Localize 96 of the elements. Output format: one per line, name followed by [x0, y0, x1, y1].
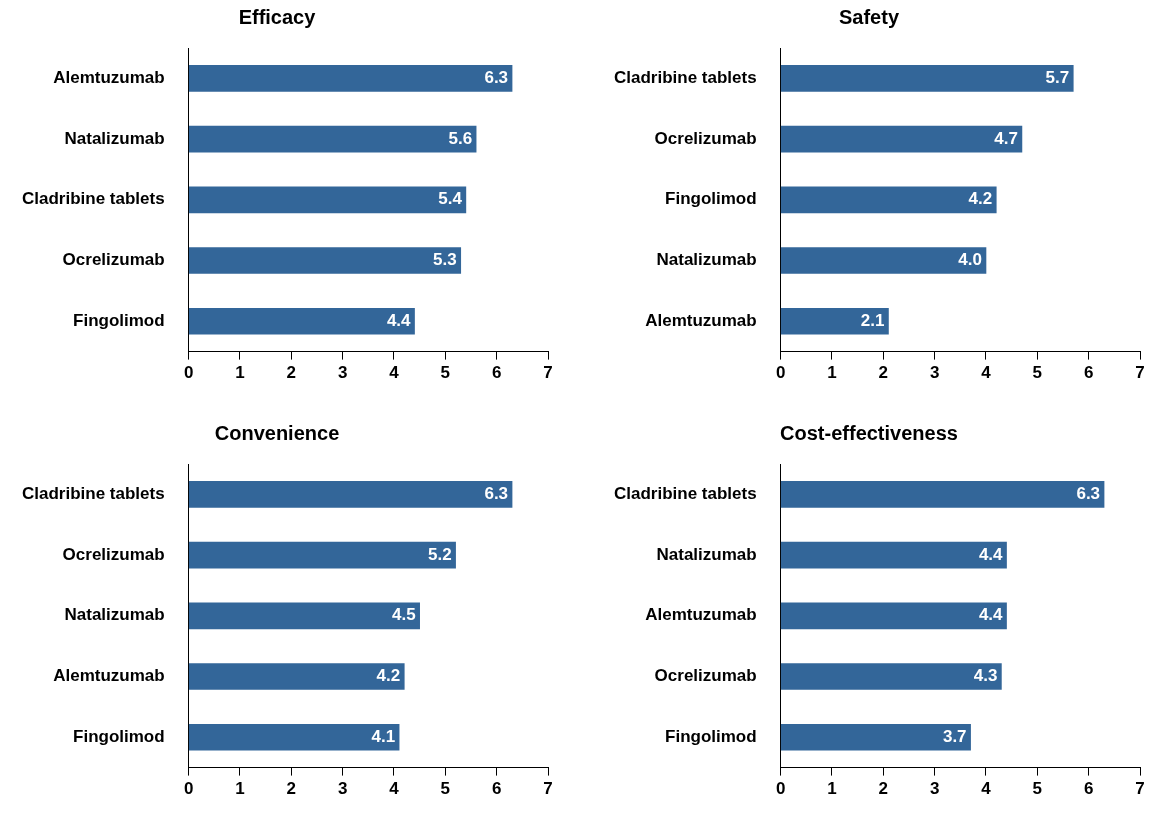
- bar: [188, 247, 462, 274]
- bar: [188, 186, 467, 214]
- data-label: 4.4: [386, 310, 412, 330]
- bar: [780, 186, 997, 214]
- data-label: 4.5: [392, 605, 416, 625]
- chart-title: Cost-effectiveness: [780, 421, 958, 444]
- x-tick-label: 2: [286, 363, 297, 383]
- bar: [780, 247, 987, 274]
- x-tick-label: 3: [337, 363, 348, 383]
- data-label: 4.2: [968, 189, 993, 209]
- y-tick-label: Ocrelizumab: [62, 544, 165, 564]
- data-label: 2.1: [860, 310, 885, 330]
- x-tick-label: 7: [1135, 779, 1145, 799]
- x-tick-label: 6: [491, 363, 502, 383]
- x-tick-label: 4: [389, 779, 400, 799]
- chart-title: Safety: [838, 5, 900, 28]
- x-tick-label: 7: [543, 363, 553, 383]
- y-tick-label: Natalizumab: [64, 128, 165, 148]
- y-tick-label: Ocrelizumab: [62, 250, 165, 270]
- bar: [780, 481, 1105, 508]
- y-tick-label: Natalizumab: [656, 250, 757, 270]
- x-tick-label: 0: [775, 779, 786, 799]
- bar: [780, 723, 971, 751]
- data-label: 6.3: [1076, 484, 1101, 504]
- data-label: 6.3: [484, 484, 509, 504]
- y-tick-label: Fingolimod: [665, 726, 757, 746]
- y-tick-label: Ocrelizumab: [654, 128, 757, 148]
- data-label: 5.2: [427, 544, 452, 564]
- chart-title: Efficacy: [238, 5, 317, 28]
- data-label: 3.7: [942, 726, 967, 746]
- y-tick-label: Ocrelizumab: [654, 666, 757, 686]
- data-label: 4.0: [958, 250, 982, 270]
- x-tick-label: 1: [827, 363, 837, 383]
- y-tick-label: Natalizumab: [656, 544, 757, 564]
- data-label: 4.2: [376, 666, 401, 686]
- x-tick-label: 3: [929, 363, 940, 383]
- x-tick-label: 7: [1135, 363, 1145, 383]
- bar: [188, 481, 513, 508]
- x-tick-label: 6: [1083, 779, 1094, 799]
- x-tick-label: 4: [389, 363, 400, 383]
- bar: [780, 663, 1002, 690]
- bar: [780, 602, 1007, 630]
- x-tick-label: 0: [775, 363, 786, 383]
- y-tick-label: Natalizumab: [64, 605, 165, 625]
- data-label: 5.3: [433, 250, 457, 270]
- y-tick-label: Alemtuzumab: [53, 68, 165, 88]
- bar: [188, 663, 405, 690]
- bar: [780, 307, 889, 335]
- y-tick-label: Cladribine tablets: [22, 484, 165, 504]
- y-tick-label: Alemtuzumab: [53, 666, 165, 686]
- x-tick-label: 3: [929, 779, 940, 799]
- y-tick-label: Fingolimod: [73, 310, 165, 330]
- bar: [780, 125, 1023, 153]
- y-tick-label: Cladribine tablets: [614, 484, 757, 504]
- data-label: 4.7: [994, 128, 1018, 148]
- bar: [188, 602, 420, 630]
- x-tick-label: 5: [1032, 779, 1043, 799]
- data-label: 5.4: [438, 189, 463, 209]
- data-label: 4.4: [978, 605, 1004, 625]
- data-label: 4.1: [371, 726, 396, 746]
- y-tick-label: Fingolimod: [73, 726, 165, 746]
- x-tick-label: 1: [235, 363, 245, 383]
- data-label: 5.6: [448, 128, 473, 148]
- data-label: 4.4: [978, 544, 1004, 564]
- y-tick-label: Cladribine tablets: [614, 68, 757, 88]
- x-tick-label: 2: [286, 779, 297, 799]
- x-tick-label: 5: [440, 779, 451, 799]
- bar: [780, 65, 1074, 92]
- x-tick-label: 1: [827, 779, 837, 799]
- x-tick-label: 6: [491, 779, 502, 799]
- bar: [188, 307, 415, 335]
- x-tick-label: 3: [337, 779, 348, 799]
- x-tick-label: 0: [183, 779, 194, 799]
- bar: [188, 541, 456, 569]
- x-tick-label: 2: [878, 779, 889, 799]
- x-tick-label: 0: [183, 363, 194, 383]
- data-label: 4.3: [973, 666, 998, 686]
- y-tick-label: Cladribine tablets: [22, 189, 165, 209]
- x-tick-label: 5: [1032, 363, 1043, 383]
- y-tick-label: Alemtuzumab: [645, 605, 757, 625]
- x-tick-label: 2: [878, 363, 889, 383]
- bar: [188, 65, 513, 92]
- bar: [188, 723, 400, 751]
- data-label: 6.3: [484, 68, 509, 88]
- x-tick-label: 7: [543, 779, 553, 799]
- x-tick-label: 1: [235, 779, 245, 799]
- x-tick-label: 4: [981, 363, 992, 383]
- x-tick-label: 5: [440, 363, 451, 383]
- bar: [780, 541, 1007, 569]
- bar: [188, 125, 477, 153]
- chart-title: Convenience: [214, 421, 340, 444]
- y-tick-label: Fingolimod: [665, 189, 757, 209]
- data-label: 5.7: [1045, 68, 1070, 88]
- x-tick-label: 4: [981, 779, 992, 799]
- y-tick-label: Alemtuzumab: [645, 310, 757, 330]
- x-tick-label: 6: [1083, 363, 1094, 383]
